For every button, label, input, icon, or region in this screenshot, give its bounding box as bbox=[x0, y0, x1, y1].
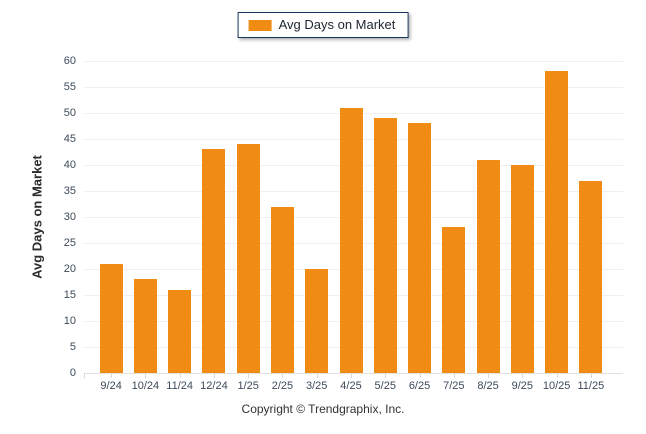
axis-tick bbox=[420, 374, 421, 378]
axis-tick bbox=[522, 374, 523, 378]
bar bbox=[133, 279, 157, 373]
axis-tick bbox=[84, 374, 85, 378]
y-tick-label: 20 bbox=[63, 263, 76, 275]
bar bbox=[202, 149, 226, 373]
legend: Avg Days on Market bbox=[237, 12, 409, 38]
axis-tick bbox=[282, 374, 283, 378]
x-tick-label: 3/25 bbox=[306, 380, 328, 392]
y-tick-label: 5 bbox=[69, 341, 76, 353]
x-axis-line bbox=[84, 373, 623, 374]
y-tick-label: 15 bbox=[63, 289, 76, 301]
axis-tick bbox=[180, 374, 181, 378]
axis-tick bbox=[488, 374, 489, 378]
axis-tick bbox=[111, 374, 112, 378]
bar bbox=[339, 107, 363, 373]
bar bbox=[99, 263, 123, 373]
bar bbox=[476, 159, 500, 373]
x-tick-label: 9/25 bbox=[511, 380, 534, 392]
x-tick-label: 10/24 bbox=[131, 380, 160, 392]
axis-tick bbox=[248, 374, 249, 378]
axis-tick bbox=[145, 374, 146, 378]
x-tick-label: 10/25 bbox=[542, 380, 571, 392]
bar bbox=[305, 269, 329, 373]
axis-tick bbox=[591, 374, 592, 378]
y-tick-label: 45 bbox=[63, 133, 76, 145]
copyright-text: Copyright © Trendgraphix, Inc. bbox=[241, 402, 405, 416]
y-tick-label: 55 bbox=[63, 81, 76, 93]
y-tick-label: 0 bbox=[69, 367, 76, 379]
axis-tick bbox=[351, 374, 352, 378]
axis-tick bbox=[454, 374, 455, 378]
x-tick-label: 9/24 bbox=[100, 380, 122, 392]
x-tick-label: 11/25 bbox=[577, 380, 605, 392]
bar bbox=[579, 180, 603, 373]
x-tick-label: 7/25 bbox=[443, 380, 465, 392]
x-tick-label: 4/25 bbox=[340, 380, 362, 392]
x-tick-label: 2/25 bbox=[271, 380, 294, 392]
axis-tick bbox=[557, 374, 558, 378]
bar bbox=[270, 206, 294, 373]
bar bbox=[545, 71, 569, 373]
bar bbox=[510, 165, 534, 373]
bar bbox=[373, 118, 397, 373]
gridline bbox=[84, 87, 623, 88]
bar bbox=[442, 227, 466, 373]
legend-label: Avg Days on Market bbox=[278, 17, 396, 32]
x-tick-label: 1/25 bbox=[237, 380, 259, 392]
x-tick-label: 6/25 bbox=[408, 380, 431, 392]
axis-tick bbox=[214, 374, 215, 378]
y-tick-label: 50 bbox=[63, 107, 76, 119]
y-tick-label: 35 bbox=[63, 185, 76, 197]
gridline bbox=[84, 61, 623, 62]
x-tick-label: 5/25 bbox=[374, 380, 396, 392]
bar bbox=[168, 289, 192, 373]
y-tick-label: 10 bbox=[63, 315, 76, 327]
y-tick-label: 30 bbox=[63, 211, 76, 223]
y-tick-label: 25 bbox=[63, 237, 76, 249]
axis-tick bbox=[317, 374, 318, 378]
axis-tick bbox=[385, 374, 386, 378]
bar bbox=[408, 123, 432, 373]
x-tick-label: 11/24 bbox=[166, 380, 194, 392]
y-tick-label: 60 bbox=[63, 55, 76, 67]
x-tick-label: 8/25 bbox=[477, 380, 499, 392]
y-tick-label: 40 bbox=[63, 159, 76, 171]
x-tick-label: 12/24 bbox=[200, 380, 228, 392]
bar bbox=[236, 144, 260, 373]
legend-swatch-icon bbox=[248, 19, 272, 31]
